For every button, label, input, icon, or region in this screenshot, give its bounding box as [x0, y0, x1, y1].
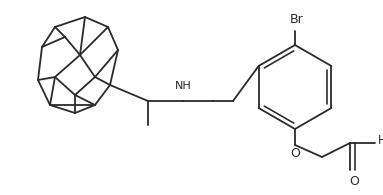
Text: H₂N: H₂N: [378, 135, 383, 147]
Text: Br: Br: [290, 13, 304, 26]
Text: NH: NH: [175, 81, 192, 91]
Text: O: O: [290, 147, 300, 160]
Text: O: O: [349, 175, 359, 188]
